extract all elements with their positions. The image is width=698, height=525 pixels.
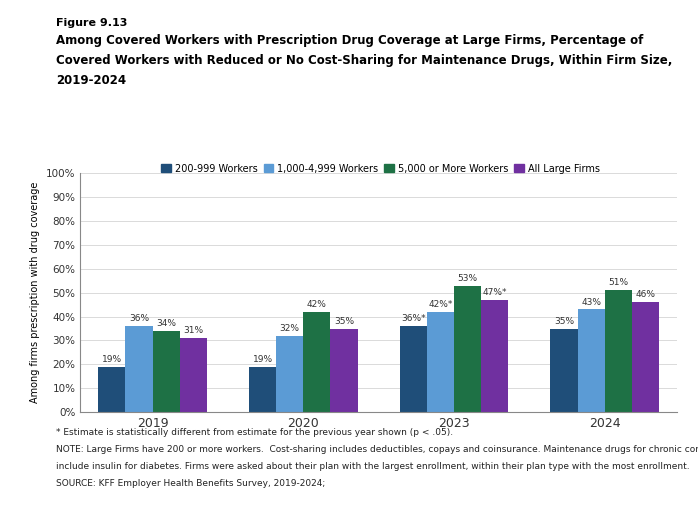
Text: 32%: 32% (280, 324, 299, 333)
Bar (481, 300, 508, 412)
Text: SOURCE: KFF Employer Health Benefits Survey, 2019-2024;: SOURCE: KFF Employer Health Benefits Sur… (56, 479, 325, 488)
Bar (427, 312, 454, 412)
Text: 36%*: 36%* (401, 314, 426, 323)
Text: Figure 9.13: Figure 9.13 (56, 18, 127, 28)
Bar (180, 338, 207, 412)
Bar (454, 286, 481, 412)
Text: NOTE: Large Firms have 200 or more workers.  Cost-sharing includes deductibles, : NOTE: Large Firms have 200 or more worke… (56, 445, 698, 454)
Text: 2019-2024: 2019-2024 (56, 74, 126, 87)
Text: include insulin for diabetes. Firms were asked about their plan with the largest: include insulin for diabetes. Firms were… (56, 462, 690, 471)
Text: 46%: 46% (635, 290, 655, 299)
Bar (276, 335, 304, 412)
Text: 35%: 35% (554, 317, 574, 326)
Bar (98, 367, 126, 412)
Text: 34%: 34% (156, 319, 176, 328)
Legend: 200-999 Workers, 1,000-4,999 Workers, 5,000 or More Workers, All Large Firms: 200-999 Workers, 1,000-4,999 Workers, 5,… (158, 160, 603, 177)
Text: 19%: 19% (102, 355, 122, 364)
Y-axis label: Among firms prescription with drug coverage: Among firms prescription with drug cover… (30, 182, 40, 403)
Bar (400, 326, 427, 412)
Bar (578, 309, 604, 412)
Text: 53%: 53% (457, 274, 477, 282)
Text: 19%: 19% (253, 355, 273, 364)
Bar (304, 312, 330, 412)
Bar (551, 329, 578, 412)
Text: 42%: 42% (307, 300, 327, 309)
Text: 51%: 51% (608, 278, 628, 287)
Bar (249, 367, 276, 412)
Bar (632, 302, 659, 412)
Text: 35%: 35% (334, 317, 354, 326)
Text: Among Covered Workers with Prescription Drug Coverage at Large Firms, Percentage: Among Covered Workers with Prescription … (56, 34, 644, 47)
Text: 36%: 36% (129, 314, 149, 323)
Text: 31%: 31% (184, 326, 203, 335)
Text: 47%*: 47%* (482, 288, 507, 297)
Bar (153, 331, 180, 412)
Text: 42%*: 42%* (429, 300, 452, 309)
Text: * Estimate is statistically different from estimate for the previous year shown : * Estimate is statistically different fr… (56, 428, 453, 437)
Bar (604, 290, 632, 412)
Text: Covered Workers with Reduced or No Cost-Sharing for Maintenance Drugs, Within Fi: Covered Workers with Reduced or No Cost-… (56, 54, 672, 67)
Bar (126, 326, 153, 412)
Bar (330, 329, 357, 412)
Text: 43%: 43% (581, 298, 601, 307)
